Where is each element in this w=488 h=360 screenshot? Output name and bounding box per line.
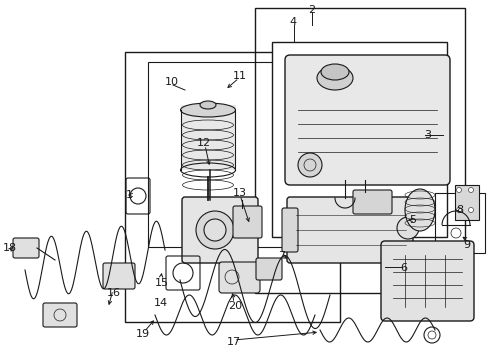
FancyBboxPatch shape [43,303,77,327]
Text: 1: 1 [125,190,132,200]
FancyBboxPatch shape [13,238,39,258]
Text: 15: 15 [155,278,169,288]
Ellipse shape [320,64,348,80]
Bar [434,193,484,253]
Text: 11: 11 [232,71,246,81]
FancyBboxPatch shape [286,197,412,263]
Text: 3: 3 [424,130,430,140]
Text: 13: 13 [232,188,246,198]
FancyBboxPatch shape [256,258,282,280]
Text: 19: 19 [136,329,150,339]
Text: 10: 10 [164,77,179,87]
FancyBboxPatch shape [182,197,258,263]
Bar [125,52,339,322]
Bar [148,62,283,247]
Text: 16: 16 [107,288,121,298]
FancyBboxPatch shape [380,241,473,321]
FancyBboxPatch shape [352,190,391,214]
Text: 8: 8 [455,205,463,215]
Circle shape [468,207,472,212]
Ellipse shape [203,219,225,241]
Bar [271,42,446,237]
Text: 18: 18 [3,243,17,253]
FancyBboxPatch shape [219,262,260,293]
Text: 5: 5 [408,215,416,225]
Circle shape [456,188,461,193]
Text: 14: 14 [154,298,168,308]
Circle shape [468,188,472,193]
Bar [181,105,236,170]
Text: 2: 2 [308,5,315,15]
Ellipse shape [196,211,234,249]
FancyBboxPatch shape [232,206,262,238]
Ellipse shape [180,103,235,117]
Text: 17: 17 [226,337,241,347]
Text: 12: 12 [197,138,211,148]
FancyBboxPatch shape [285,55,449,185]
Text: 4: 4 [289,17,296,27]
FancyBboxPatch shape [103,263,135,289]
Ellipse shape [316,66,352,90]
Ellipse shape [200,101,216,109]
Text: 20: 20 [227,301,242,311]
Text: 9: 9 [463,240,469,250]
Bar [454,185,478,220]
Bar [254,8,464,293]
Ellipse shape [404,189,434,231]
Circle shape [297,153,321,177]
Text: 6: 6 [400,263,407,273]
Circle shape [456,207,461,212]
FancyBboxPatch shape [282,208,297,252]
Text: 7: 7 [278,251,285,261]
Ellipse shape [396,217,418,239]
